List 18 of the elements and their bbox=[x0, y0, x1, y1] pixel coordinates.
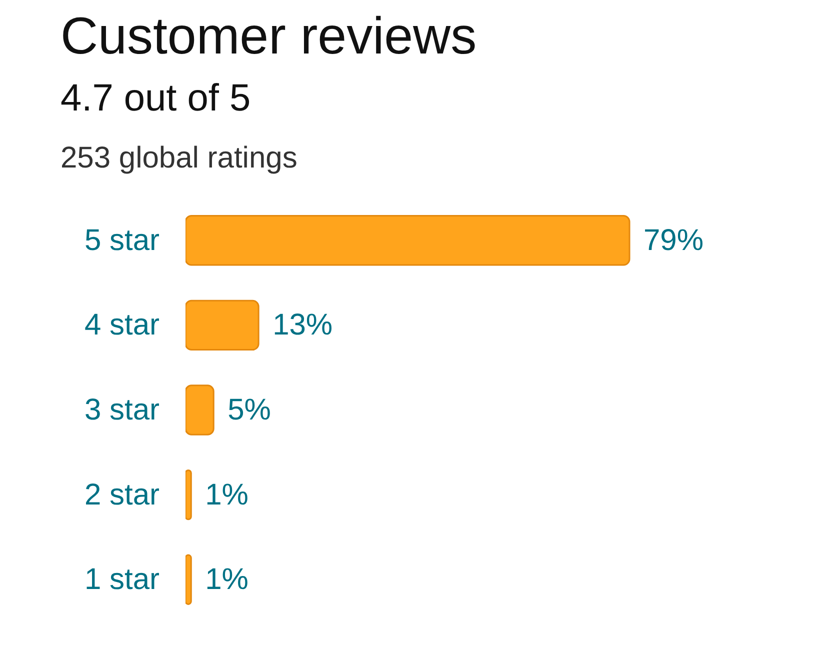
y-tick-label: 5 star bbox=[84, 224, 160, 257]
data-label: 5% bbox=[228, 394, 271, 426]
chart-title: Customer reviews bbox=[60, 8, 477, 66]
data-label: 1% bbox=[205, 563, 248, 596]
y-tick-label: 1 star bbox=[84, 563, 160, 596]
data-label: 79% bbox=[644, 224, 704, 257]
text: 253 global ratings bbox=[60, 142, 298, 174]
bar bbox=[186, 215, 630, 266]
y-tick-label: 4 star bbox=[84, 308, 160, 342]
bar bbox=[186, 469, 192, 520]
chart-subtitle: 4.7 out of 5 bbox=[60, 78, 251, 120]
data-label: 1% bbox=[205, 478, 248, 512]
y-tick-label: 2 star bbox=[84, 478, 160, 512]
data-label: 13% bbox=[272, 308, 333, 342]
bar bbox=[186, 384, 214, 436]
y-tick-label: 3 star bbox=[84, 394, 160, 426]
bar bbox=[186, 554, 192, 605]
bar bbox=[186, 300, 260, 351]
